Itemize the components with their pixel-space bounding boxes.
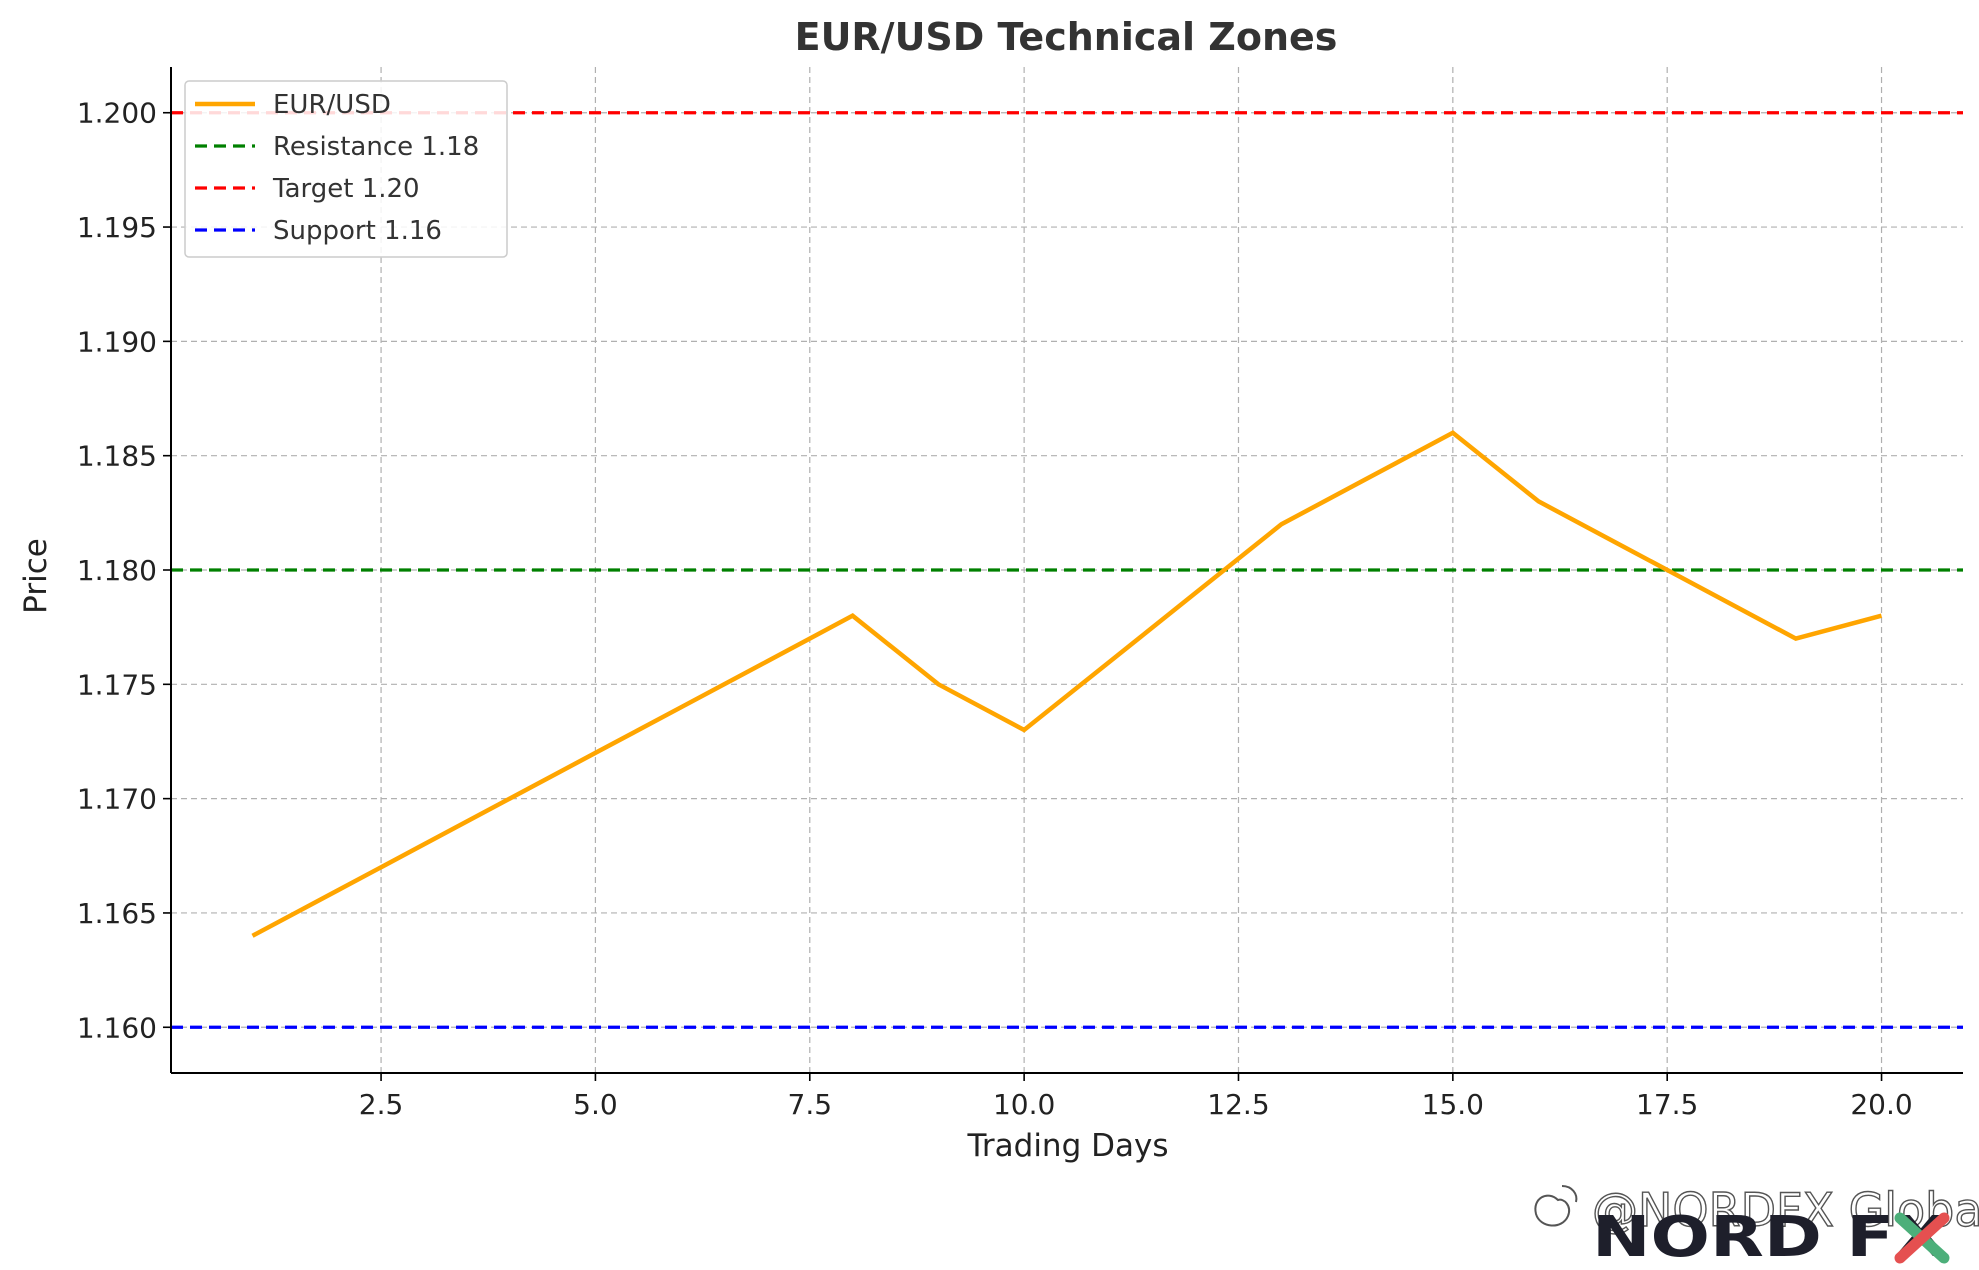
legend-label: Target 1.20 [272, 174, 420, 204]
y-tick-label: 1.200 [77, 97, 157, 130]
x-tick-label: 12.5 [1207, 1088, 1269, 1121]
plot-area: 2.5 5.0 7.5 10.0 12.5 15.0 17.5 20.0 1.160 1.165… [77, 67, 1963, 1121]
series [251, 430, 1883, 938]
chart-title: EUR/USD Technical Zones [795, 15, 1338, 59]
legend-label: Support 1.16 [273, 216, 442, 246]
x-tick-label: 5.0 [573, 1088, 618, 1121]
series-line-0 [251, 430, 1883, 938]
y-tick-label: 1.165 [77, 897, 157, 930]
x-tick-label: 7.5 [788, 1088, 833, 1121]
watermark: @NORDFX Global NORD FX [1534, 1182, 1979, 1270]
legend-label: Resistance 1.18 [273, 132, 479, 162]
y-tick-label: 1.180 [77, 554, 157, 587]
y-tick-label: 1.190 [77, 325, 157, 358]
y-tick-label: 1.175 [77, 668, 157, 701]
x-tick-label: 10.0 [993, 1088, 1055, 1121]
x-ticks: 2.5 5.0 7.5 10.0 12.5 15.0 17.5 20.0 [359, 1073, 1913, 1121]
y-ticks: 1.160 1.165 1.170 1.175 1.180 1.185 1.190 1.195… [77, 97, 171, 1044]
x-tick-label: 17.5 [1636, 1088, 1698, 1121]
legend-box [184, 80, 508, 258]
legend: EUR/USD Resistance 1.18 Target 1.20 Support… [184, 80, 508, 258]
x-tick-label: 15.0 [1422, 1088, 1484, 1121]
weibo-icon [1534, 1185, 1578, 1227]
legend-label: EUR/USD [273, 90, 391, 120]
x-tick-label: 2.5 [359, 1088, 404, 1121]
y-tick-label: 1.170 [77, 783, 157, 816]
nordfx-x-logo [1894, 1212, 1950, 1264]
y-tick-label: 1.160 [77, 1011, 157, 1044]
y-axis-title: Price [18, 538, 54, 614]
y-tick-label: 1.185 [77, 440, 157, 473]
x-axis-title: Trading Days [967, 1128, 1169, 1164]
watermark-brand: NORD FX [1592, 1205, 1948, 1270]
x-tick-label: 20.0 [1850, 1088, 1912, 1121]
y-tick-label: 1.195 [77, 211, 157, 244]
